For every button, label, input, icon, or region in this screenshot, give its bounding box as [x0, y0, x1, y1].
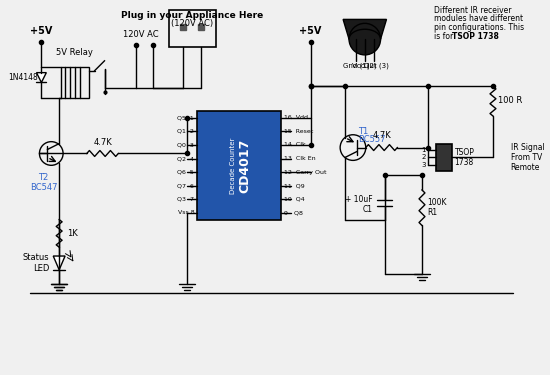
Text: 3: 3: [421, 162, 426, 168]
Text: Q0  3: Q0 3: [177, 142, 194, 147]
Text: BC547: BC547: [30, 183, 57, 192]
Text: 11  Q9: 11 Q9: [284, 183, 305, 188]
Text: IR Signal
From TV
Remote: IR Signal From TV Remote: [511, 142, 544, 172]
Text: Vcc (2): Vcc (2): [353, 63, 377, 69]
Text: TSOP
1738: TSOP 1738: [454, 148, 475, 167]
Text: 5V Relay: 5V Relay: [57, 48, 94, 57]
Text: Gnd (1): Gnd (1): [343, 63, 369, 69]
Text: Q5  1: Q5 1: [178, 116, 194, 120]
Text: T2: T2: [39, 173, 48, 182]
Text: 13  Clk En: 13 Clk En: [284, 156, 316, 161]
Text: +5V: +5V: [30, 26, 53, 36]
Text: 1K: 1K: [67, 229, 78, 238]
Text: Plug in your Appliance Here: Plug in your Appliance Here: [121, 10, 263, 20]
Text: 15  Reset: 15 Reset: [284, 129, 313, 134]
FancyBboxPatch shape: [197, 111, 281, 219]
Text: 120V AC: 120V AC: [123, 30, 159, 39]
Text: Out (3): Out (3): [364, 63, 389, 69]
Text: 2: 2: [421, 154, 426, 160]
Text: is for: is for: [434, 32, 455, 41]
Text: 100K
R1: 100K R1: [427, 198, 447, 217]
Text: BC557: BC557: [358, 135, 386, 144]
Text: Status
LED: Status LED: [23, 253, 50, 273]
Text: modules have different: modules have different: [434, 15, 523, 24]
Text: Q6  5: Q6 5: [178, 170, 194, 175]
Text: 1: 1: [421, 147, 426, 153]
Polygon shape: [53, 256, 65, 270]
Polygon shape: [36, 73, 46, 82]
Text: CD4017: CD4017: [239, 138, 251, 192]
Bar: [61, 67, 89, 98]
Bar: [169, 9, 216, 47]
Text: Q1  2: Q1 2: [177, 129, 194, 134]
Text: Different IR receiver: Different IR receiver: [434, 6, 512, 15]
Text: 16  Vdd: 16 Vdd: [284, 116, 308, 120]
Text: T1: T1: [358, 127, 368, 136]
Text: Q3  7: Q3 7: [177, 197, 194, 202]
Bar: [436, 144, 452, 171]
Text: Decade Counter: Decade Counter: [230, 137, 236, 194]
Polygon shape: [343, 20, 387, 39]
Text: + 10uF
C1: + 10uF C1: [345, 195, 373, 214]
Text: TSOP 1738: TSOP 1738: [452, 32, 498, 41]
Text: (120V AC): (120V AC): [171, 20, 213, 28]
Text: Vss 8: Vss 8: [178, 210, 194, 215]
Circle shape: [349, 23, 381, 55]
Text: 100 R: 100 R: [498, 96, 522, 105]
Text: pin configurations. This: pin configurations. This: [434, 23, 524, 32]
Text: 4.7K: 4.7K: [372, 130, 391, 140]
Text: +5V: +5V: [299, 26, 322, 36]
Text: 4.7K: 4.7K: [93, 138, 112, 147]
Text: 9   Q8: 9 Q8: [284, 210, 303, 215]
Text: Q2  4: Q2 4: [177, 156, 194, 161]
Text: 12  Carry Out: 12 Carry Out: [284, 170, 327, 175]
Text: 14  Clk: 14 Clk: [284, 142, 306, 147]
Text: 10  Q4: 10 Q4: [284, 197, 305, 202]
Text: Q7  6: Q7 6: [177, 183, 194, 188]
Text: 1N4148: 1N4148: [8, 73, 37, 82]
